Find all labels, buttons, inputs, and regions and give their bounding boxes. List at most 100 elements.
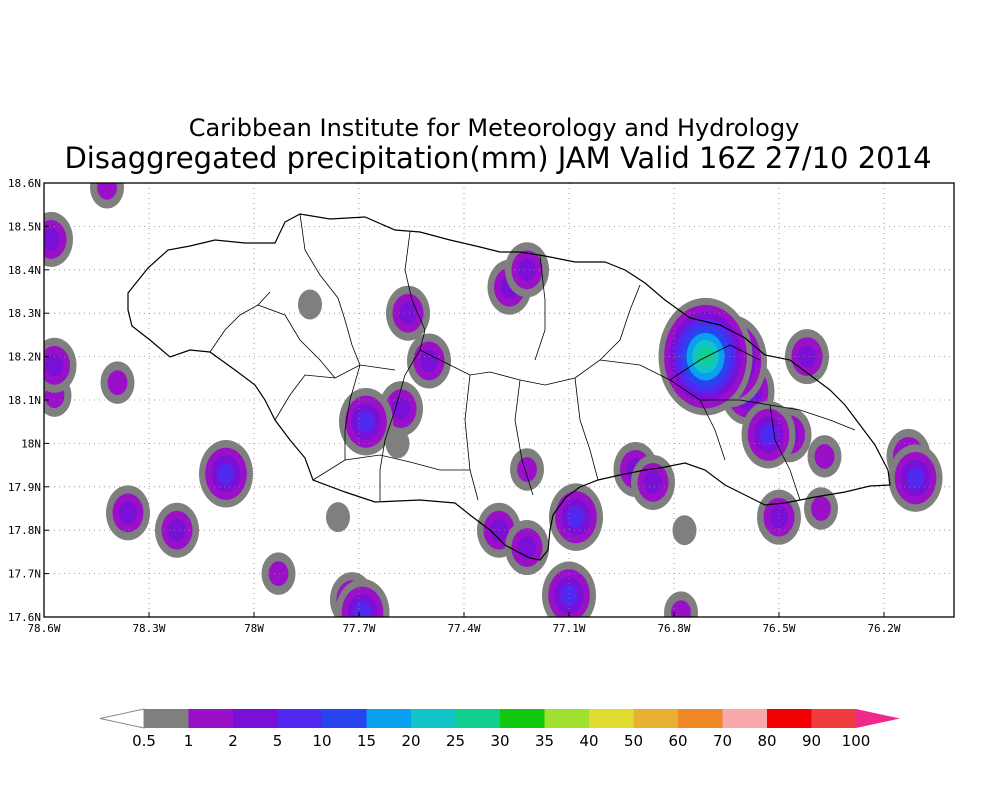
lon-tick-label: 77.1W: [552, 622, 585, 635]
precip-contour: [353, 601, 372, 617]
colorbar-swatch: [144, 709, 189, 728]
colorbar-label: 10: [312, 732, 331, 750]
precip-contour: [814, 444, 835, 469]
colorbar-label: 60: [668, 732, 687, 750]
precip-cell: [326, 502, 350, 533]
precip-cell: [510, 448, 544, 491]
precip-cell: [44, 337, 77, 393]
precip-cell: [90, 183, 124, 209]
precip-contour: [357, 410, 375, 433]
precip-contour: [567, 506, 585, 528]
precip-contour: [268, 561, 289, 586]
precip-cell: [339, 387, 393, 456]
precip-contour: [45, 353, 64, 377]
precip-contour: [560, 584, 578, 607]
lat-tick-label: 18.2N: [8, 351, 41, 364]
precip-cell: [631, 454, 675, 510]
colorbar-label: 30: [490, 732, 509, 750]
colorbar-label: 35: [535, 732, 554, 750]
colorbar-label: 20: [401, 732, 420, 750]
precip-cell: [155, 502, 199, 558]
precip-cell: [505, 520, 549, 576]
precip-cell: [785, 329, 829, 385]
parish-boundaries: [209, 213, 856, 502]
precip-contour: [759, 423, 778, 446]
precip-contour: [326, 502, 350, 533]
precip-cell: [407, 333, 451, 389]
jamaica-outline: [127, 213, 891, 561]
precip-contour: [118, 501, 138, 525]
colorbar-swatch: [767, 709, 812, 728]
precip-contour: [217, 463, 235, 485]
colorbar-label: 15: [357, 732, 376, 750]
precip-contour: [44, 228, 61, 251]
precip-contour: [517, 536, 537, 559]
colorbar-swatch: [233, 709, 278, 728]
colorbar-label: 1: [184, 732, 194, 750]
lat-lon-grid: [44, 183, 954, 617]
colorbar-swatch: [411, 709, 456, 728]
colorbar-swatch: [811, 709, 856, 728]
precip-contour: [97, 183, 117, 200]
lon-tick-label: 76.8W: [657, 622, 690, 635]
colorbar-swatch: [366, 709, 411, 728]
precipitation-shading: [44, 183, 943, 617]
precip-contour: [769, 505, 789, 529]
precip-cell: [106, 485, 150, 541]
precip-contour: [398, 301, 418, 325]
lat-tick-label: 18.6N: [8, 177, 41, 190]
map-subtitle: Disaggregated precipitation(mm) JAM Vali…: [64, 141, 932, 175]
colorbar-label: 80: [757, 732, 776, 750]
colorbar-swatch: [678, 709, 723, 728]
lat-tick-label: 18.3N: [8, 307, 41, 320]
precip-cell: [199, 440, 253, 508]
precip-cell: [549, 483, 603, 551]
colorbar-swatch: [188, 709, 233, 728]
lat-tick-label: 18.4N: [8, 264, 41, 277]
colorbar-over-arrow: [856, 709, 900, 728]
precip-cell: [386, 285, 430, 341]
colorbar-swatch: [589, 709, 634, 728]
precip-contour: [517, 457, 537, 482]
precip-contour: [107, 370, 128, 396]
precip-cell: [44, 211, 73, 267]
precip-cell: [542, 561, 596, 617]
precip-contour: [906, 467, 925, 489]
colorbar-under-arrow: [99, 708, 145, 729]
precip-contour: [643, 471, 663, 494]
colorbar-swatch: [633, 709, 678, 728]
precip-cell: [664, 591, 698, 617]
lat-tick-label: 17.6N: [8, 611, 41, 624]
precip-cell: [741, 400, 796, 469]
lon-tick-label: 78.6W: [27, 622, 60, 635]
colorbar-label: 90: [802, 732, 821, 750]
precip-contour: [517, 258, 537, 282]
coastline: [127, 213, 891, 561]
colorbar-label: 50: [624, 732, 643, 750]
colorbar-legend: 0.5 1 2 5 10 15 20 25 30 35 40 50 60 70 80 90 100: [99, 708, 900, 750]
colorbar-label: 5: [273, 732, 283, 750]
colorbar-swatch: [455, 709, 500, 728]
precip-contour: [811, 496, 831, 521]
colorbar-label: 40: [579, 732, 598, 750]
lon-tick-label: 77.7W: [342, 622, 375, 635]
lat-tick-label: 18.5N: [8, 220, 41, 233]
colorbar-label: 70: [713, 732, 732, 750]
lat-tick-label: 17.9N: [8, 481, 41, 494]
lon-tick-label: 78.3W: [132, 622, 165, 635]
precip-cell: [261, 552, 296, 595]
colorbar-swatch: [322, 709, 367, 728]
lat-tick-label: 18N: [21, 437, 41, 450]
colorbar-label: 25: [446, 732, 465, 750]
colorbar-label: 100: [842, 732, 871, 750]
precip-cell: [335, 578, 390, 617]
colorbar-swatch: [500, 709, 545, 728]
colorbar-swatch: [722, 709, 767, 728]
lat-tick-label: 17.7N: [8, 568, 41, 581]
colorbar-swatch: [544, 709, 589, 728]
precip-contour: [671, 600, 691, 617]
lon-tick-label: 77.4W: [447, 622, 480, 635]
precip-cell: [757, 489, 801, 545]
precip-contour: [298, 289, 322, 320]
